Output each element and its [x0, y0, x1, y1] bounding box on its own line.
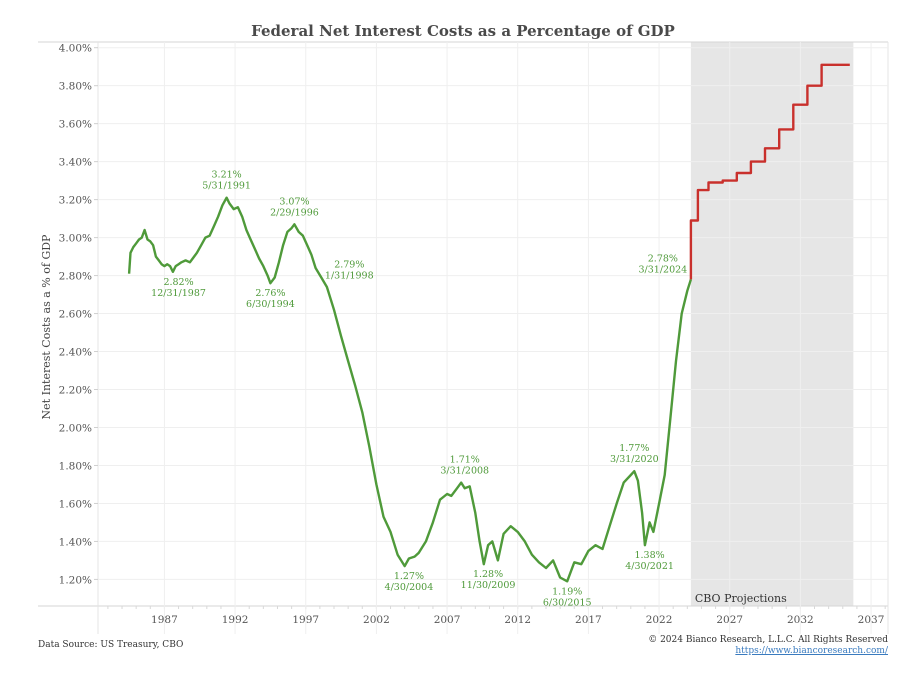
annotation-date: 3/31/2020 [610, 454, 659, 465]
annotation-value: 1.27% [394, 571, 424, 582]
data-source: Data Source: US Treasury, CBO [38, 640, 184, 650]
plot-area: 1.20% 1.40% 1.60% 1.80% 2.00% 2.20% 2.40% 2.60%… [38, 41, 889, 634]
annotation-date: 3/31/2024 [638, 264, 687, 275]
annotation-date: 4/30/2004 [385, 582, 434, 593]
x-tick-label: 2002 [363, 614, 390, 626]
annotation-date: 1/31/1998 [325, 270, 374, 281]
historical-line [127, 196, 693, 583]
annotation-value: 1.19% [552, 586, 582, 597]
x-tick-label: 2007 [434, 614, 461, 626]
annotation-value: 2.76% [255, 288, 285, 299]
x-tick-label: 1997 [292, 614, 319, 626]
annotation-value: 3.07% [279, 196, 309, 207]
x-tick-label: 2032 [787, 614, 814, 626]
y-tick-label: 2.00% [59, 422, 92, 434]
annotation-value: 1.71% [450, 455, 480, 466]
y-tick-label: 3.60% [59, 119, 92, 131]
x-tick-label: 2012 [504, 614, 531, 626]
annotation-date: 3/31/2008 [440, 466, 489, 477]
y-tick-label: 3.80% [59, 81, 92, 93]
annotation-value: 2.79% [334, 259, 364, 270]
annotation-value: 2.82% [163, 277, 193, 288]
projection-shade [690, 42, 854, 606]
annotation-value: 1.28% [473, 569, 503, 580]
x-tick-label: 2027 [716, 614, 743, 626]
projection-line [689, 63, 850, 280]
y-tick-label: 2.40% [59, 347, 92, 359]
annotation-value: 1.38% [634, 550, 664, 561]
y-tick-label: 2.60% [59, 309, 92, 321]
y-tick-label: 1.40% [59, 536, 92, 548]
annotation-value: 2.78% [648, 253, 678, 264]
annotation-date: 11/30/2009 [461, 580, 516, 591]
x-tick-label: 2022 [646, 614, 673, 626]
chart-title: Federal Net Interest Costs as a Percenta… [251, 22, 675, 40]
x-tick-label: 1992 [222, 614, 249, 626]
annotation-date: 4/30/2021 [625, 561, 674, 572]
y-tick-label: 3.20% [59, 195, 92, 207]
projection-label: CBO Projections [695, 592, 787, 605]
annotation-date: 2/29/1996 [270, 207, 319, 218]
annotation-date: 5/31/1991 [202, 181, 251, 192]
x-tick-label: 2017 [575, 614, 602, 626]
annotation-value: 1.77% [619, 443, 649, 454]
y-tick-label: 3.40% [59, 157, 92, 169]
x-tick-label: 1987 [151, 614, 178, 626]
y-tick-label: 1.80% [59, 460, 92, 472]
annotation-date: 6/30/1994 [246, 299, 295, 310]
y-tick-label: 2.20% [59, 385, 92, 397]
annotation-date: 6/30/2015 [543, 597, 592, 608]
y-tick-label: 1.60% [59, 498, 92, 510]
y-tick-label: 1.20% [59, 574, 92, 586]
annotation-value: 3.21% [212, 170, 242, 181]
website-link[interactable]: https://www.biancoresearch.com/ [735, 646, 888, 656]
x-tick-label: 2037 [858, 614, 885, 626]
y-axis-label: Net Interest Costs as a % of GDP [40, 234, 53, 419]
y-tick-label: 4.00% [59, 43, 92, 55]
copyright: © 2024 Bianco Research, L.L.C. All Right… [648, 635, 888, 645]
y-tick-label: 2.80% [59, 271, 92, 283]
annotation-date: 12/31/1987 [151, 288, 206, 299]
y-tick-label: 3.00% [59, 233, 92, 245]
